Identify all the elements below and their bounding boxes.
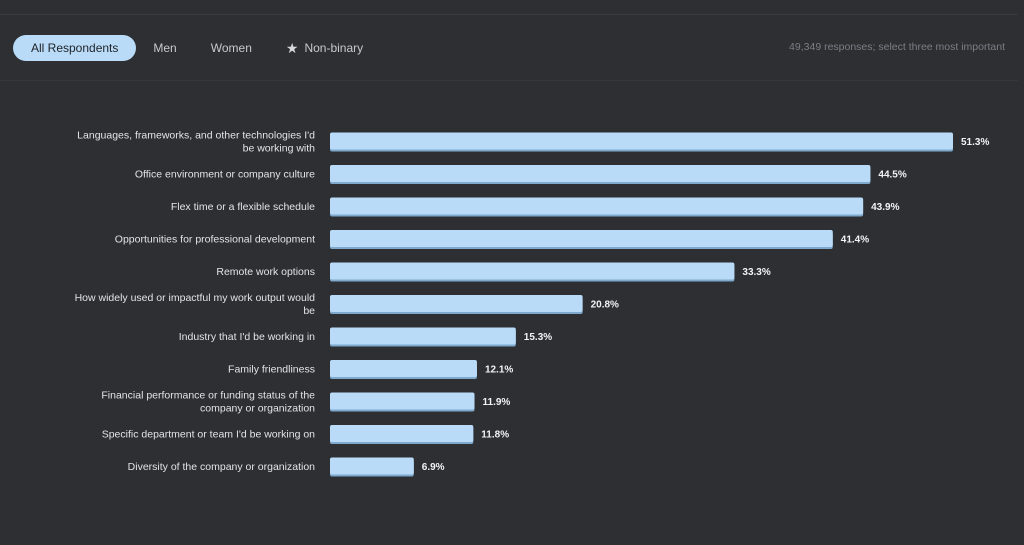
category-label: Office environment or company culture: [135, 169, 315, 181]
category-label: Remote work options: [216, 266, 315, 278]
bar[interactable]: [330, 262, 735, 280]
tab-label: All Respondents: [31, 41, 119, 55]
tab-all-respondents[interactable]: All Respondents: [13, 35, 137, 61]
category-label: Diversity of the company or organization: [128, 461, 315, 473]
bar-row: Industry that I'd be working in 15.3%: [179, 327, 552, 347]
bar[interactable]: [330, 425, 474, 442]
category-label: Specific department or team I'd be worki…: [102, 429, 315, 441]
star-icon: ★: [285, 40, 299, 56]
category-label: Languages, frameworks, and other technol…: [77, 130, 315, 155]
bar-row: Specific department or team I'd be worki…: [102, 425, 509, 444]
tab-men[interactable]: Men: [136, 35, 193, 61]
value-label: 11.8%: [481, 430, 509, 441]
category-label: How widely used or impactful my work out…: [75, 292, 316, 317]
bar-row: Family friendliness 12.1%: [228, 360, 513, 379]
value-label: 43.9%: [871, 202, 899, 213]
bar-row: Flex time or a flexible schedule 43.9%: [171, 197, 900, 217]
value-label: 51.3%: [961, 137, 989, 148]
bar-row: Diversity of the company or organization…: [128, 457, 445, 477]
respondent-filter-tabs: All Respondents Men Women ★ Non-binary: [13, 35, 380, 61]
tabs-divider: [0, 80, 1018, 81]
bar[interactable]: [330, 360, 477, 377]
value-label: 20.8%: [591, 300, 619, 311]
bar[interactable]: [330, 165, 871, 182]
bar-row: How widely used or impactful my work out…: [75, 292, 620, 317]
value-label: 44.5%: [878, 170, 906, 181]
value-label: 11.9%: [483, 397, 511, 408]
tab-label: Non-binary: [304, 41, 364, 55]
value-label: 41.4%: [841, 235, 869, 246]
bar[interactable]: [330, 457, 414, 475]
value-label: 15.3%: [524, 332, 552, 343]
category-label: Flex time or a flexible schedule: [171, 201, 315, 213]
bar-row: Remote work options 33.3%: [216, 262, 771, 282]
bar[interactable]: [330, 132, 953, 150]
bar[interactable]: [330, 327, 516, 345]
responses-note: 49,349 responses; select three most impo…: [789, 41, 1005, 53]
bar-row: Opportunities for professional developme…: [115, 230, 869, 249]
bar-row: Office environment or company culture 44.…: [135, 165, 907, 184]
bar[interactable]: [330, 392, 475, 410]
bar[interactable]: [330, 197, 864, 215]
tab-label: Men: [153, 41, 177, 55]
category-label: Family friendliness: [228, 364, 315, 376]
category-label: Industry that I'd be working in: [179, 331, 315, 343]
bar[interactable]: [330, 295, 583, 312]
value-label: 6.9%: [422, 462, 445, 473]
value-label: 12.1%: [485, 365, 513, 376]
category-label: Opportunities for professional developme…: [115, 234, 315, 246]
tab-label: Women: [210, 41, 252, 55]
bar[interactable]: [330, 230, 833, 247]
bar-row: Languages, frameworks, and other technol…: [77, 130, 989, 155]
bar-row: Financial performance or funding status …: [101, 390, 510, 415]
tab-women[interactable]: Women: [194, 35, 269, 61]
category-label: Financial performance or funding status …: [101, 390, 315, 415]
tab-non-binary[interactable]: ★ Non-binary: [269, 35, 380, 61]
top-divider: [0, 14, 1018, 15]
value-label: 33.3%: [742, 267, 770, 278]
